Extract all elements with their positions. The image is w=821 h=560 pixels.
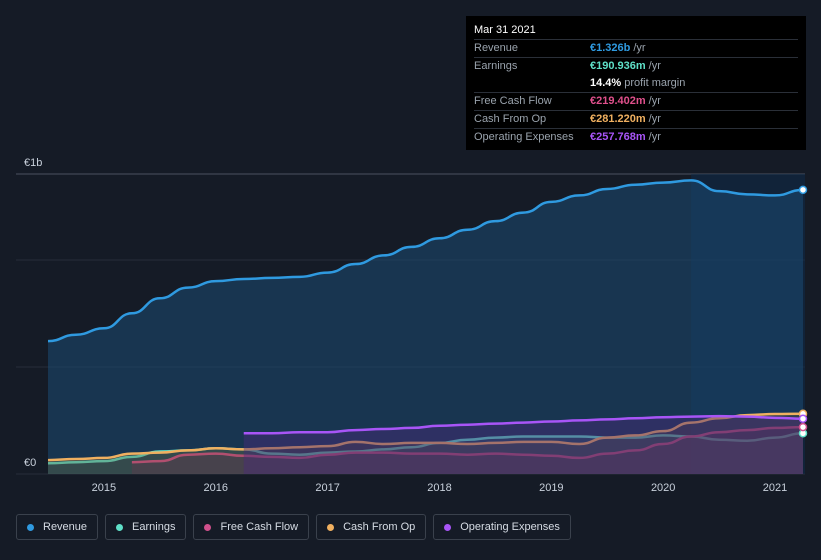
chart-legend: Revenue Earnings Free Cash Flow Cash From O… <box>16 514 571 540</box>
legend-dot-icon <box>116 523 124 531</box>
legend-toggle-free-cash-flow[interactable]: Free Cash Flow <box>193 514 310 540</box>
x-tick-label: 2019 <box>539 482 563 494</box>
legend-label: Earnings <box>132 521 176 533</box>
legend-dot-icon <box>27 523 34 531</box>
tooltip-row-suffix: /yr <box>648 95 661 107</box>
tooltip-panel: Mar 31 2021 Revenue €1.326b/yr Earnings €19… <box>466 16 806 150</box>
axis-labels: €1b €0 2015 2016 2017 2018 2019 2020 2021 <box>24 157 787 494</box>
legend-label: Operating Expenses <box>460 521 560 533</box>
tooltip-row-suffix: /yr <box>648 131 661 143</box>
series-end-marker <box>798 185 808 195</box>
tooltip-row-value: 14.4% <box>590 77 622 89</box>
tooltip-row-label <box>474 75 590 92</box>
series-line <box>47 179 804 343</box>
legend-dot-icon <box>327 523 335 531</box>
tooltip-row-value: €257.768m <box>590 131 646 143</box>
end-markers <box>798 185 808 438</box>
y-tick-label-top: €1b <box>24 157 42 169</box>
x-tick-label: 2021 <box>763 482 787 494</box>
series-area <box>243 416 804 474</box>
series-area <box>48 180 803 474</box>
x-tick-label: 2016 <box>204 482 228 494</box>
tooltip-row-suffix: /yr <box>648 113 661 125</box>
tooltip-row-label: Revenue <box>474 42 519 54</box>
tooltip-date: Mar 31 2021 <box>474 24 536 36</box>
tooltip-row-suffix: /yr <box>648 60 661 72</box>
tooltip-row: Operating Expenses €257.768m/yr <box>474 128 798 146</box>
tooltip-row: Revenue €1.326b/yr <box>474 39 798 57</box>
x-tick-label: 2015 <box>92 482 116 494</box>
tooltip-row-label: Cash From Op <box>474 113 547 125</box>
x-tick-label: 2017 <box>315 482 339 494</box>
tooltip-row-label: Free Cash Flow <box>474 95 552 107</box>
legend-dot-icon <box>444 523 452 531</box>
legend-toggle-revenue[interactable]: Revenue <box>16 514 99 540</box>
series-line <box>131 425 804 464</box>
tooltip-rows: Revenue €1.326b/yr Earnings €190.936m/yr 14.… <box>474 39 798 146</box>
tooltip-row: Cash From Op €281.220m/yr <box>474 110 798 128</box>
legend-toggle-cash-from-op[interactable]: Cash From Op <box>316 514 427 540</box>
tooltip-row-value: €281.220m <box>590 113 646 125</box>
tooltip-row: Free Cash Flow €219.402m/yr <box>474 92 798 110</box>
x-tick-label: 2020 <box>651 482 675 494</box>
tooltip-row-label: Operating Expenses <box>474 131 574 143</box>
series-layer <box>47 179 804 474</box>
tooltip-row-suffix: profit margin <box>624 77 686 89</box>
tooltip-row: 14.4% profit margin <box>474 75 798 92</box>
series-line <box>47 412 804 462</box>
chart-area: €1b €0 2015 2016 2017 2018 2019 2020 2021 <box>16 157 808 494</box>
series-area <box>131 427 803 474</box>
legend-toggle-earnings[interactable]: Earnings <box>105 514 187 540</box>
tooltip-row-value: €1.326b <box>590 42 631 54</box>
legend-label: Cash From Op <box>343 521 416 533</box>
legend-label: Free Cash Flow <box>220 521 299 533</box>
tooltip-row-suffix: /yr <box>633 42 646 54</box>
legend-dot-icon <box>204 523 212 531</box>
x-tick-label: 2018 <box>427 482 451 494</box>
y-tick-label-zero: €0 <box>24 457 36 469</box>
series-end-marker <box>798 422 808 432</box>
legend-label: Revenue <box>43 521 88 533</box>
legend-toggle-operating-expenses[interactable]: Operating Expenses <box>433 514 571 540</box>
tooltip-row-value: €219.402m <box>590 95 646 107</box>
tooltip-row-label: Earnings <box>474 60 518 72</box>
tooltip-row: Earnings €190.936m/yr <box>474 57 798 75</box>
series-line <box>243 414 804 435</box>
series-end-marker <box>798 414 808 423</box>
tooltip-row-value: €190.936m <box>590 60 646 72</box>
